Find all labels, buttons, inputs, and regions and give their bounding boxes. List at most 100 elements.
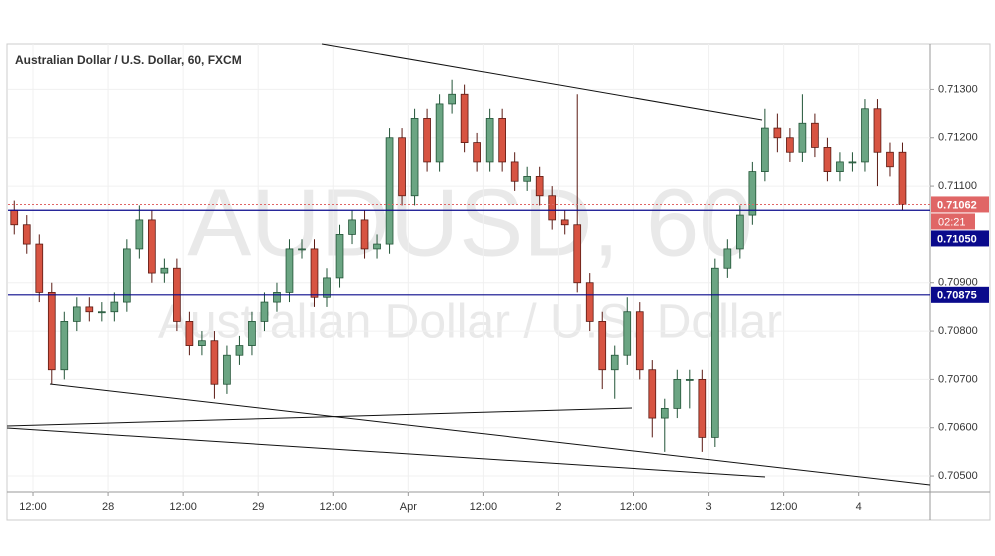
candle-body [123,248,131,303]
candle-body [698,378,707,438]
candle-body [585,282,594,322]
candle-body [635,311,644,371]
y-tick-label: 0.70700 [938,373,978,385]
x-tick-label: 12:00 [169,501,197,513]
candle-body [298,248,306,251]
candle-body [560,219,569,226]
candle-body [786,137,794,153]
candle-body [60,321,69,371]
candle-body [498,118,506,163]
x-tick-label: 29 [252,501,264,513]
trend-line [6,407,633,427]
candle-body [623,311,632,356]
x-tick-label: 4 [856,501,862,513]
candle-body [598,321,607,371]
price-label-box [931,286,989,303]
candle-body [673,378,682,409]
candle-body [185,321,194,346]
y-tick-label: 0.71200 [938,132,978,144]
candle-body [210,340,219,385]
candle-body [861,108,869,163]
candle-body [360,219,369,250]
candle-body [535,176,544,197]
candle-body [97,311,106,314]
candle-body [710,267,719,438]
candle-body [273,292,281,303]
candle-body [435,103,444,163]
candle-body [72,306,81,322]
candle-body [848,161,857,164]
x-tick-label: 3 [706,501,712,513]
x-tick-label: 2 [555,501,561,513]
candle-body [736,214,744,250]
candle-body [423,118,431,163]
candle-body [310,248,319,298]
price-label: 0.71050 [937,233,977,245]
candle-body [898,151,907,205]
trend-line [6,427,766,478]
chart-title: Australian Dollar / U.S. Dollar, 60, FXC… [15,53,242,67]
trend-line [49,383,931,486]
x-tick-label: 12:00 [319,501,347,513]
candle-body [836,161,844,172]
candle-body [348,219,356,235]
candle-body [748,171,757,216]
candle-body [460,93,469,143]
x-tick-label: 28 [102,501,114,513]
candle-body [135,219,144,250]
y-tick-label: 0.70600 [938,422,978,434]
price-label-box [931,230,989,247]
candle-body [335,234,344,279]
candle-body [773,127,782,139]
candle-body [610,354,619,371]
candle-body [160,267,169,274]
candle-body [223,354,231,385]
candle-body [323,277,331,298]
candle-body [886,151,894,168]
candle-body [873,108,882,153]
candle-body [485,118,494,163]
x-tick-label: 12:00 [470,501,498,513]
x-tick-label: 12:00 [620,501,648,513]
candle-body [47,292,56,371]
y-tick-label: 0.70800 [938,325,978,337]
chart-frame [6,43,991,521]
candle-body [285,248,294,293]
candle-body [448,93,456,105]
countdown-label: 02:21 [938,216,966,228]
candle-body [35,243,44,293]
candle-body [373,243,381,250]
candle-body [473,142,481,163]
candle-body [398,137,406,197]
candle-body [22,224,31,245]
candle-body [523,176,532,182]
candle-body [761,127,769,172]
candle-body [685,378,694,381]
y-tick-label: 0.70500 [938,470,978,482]
candle-body [548,195,557,221]
candle-body [660,407,669,419]
price-label: 0.70875 [937,290,977,302]
x-tick-label: 12:00 [19,501,47,513]
x-tick-label: Apr [400,501,417,513]
y-tick-label: 0.71300 [938,83,978,95]
watermark: AUDUSD, 60 [187,169,753,276]
price-label: 0.71062 [937,199,977,211]
candle-body [573,224,582,284]
y-tick-label: 0.70900 [938,277,978,289]
candle-body [811,122,819,148]
candle-body [823,147,832,172]
candle-body [148,219,156,274]
candle-body [260,301,269,322]
y-tick-label: 0.71100 [938,180,977,192]
candle-body [723,248,732,269]
candle-body [235,345,244,356]
trend-line [321,43,763,121]
countdown-box [931,213,975,230]
price-label-box [931,196,989,213]
candle-body [198,340,206,346]
candle-body [10,209,19,226]
candle-body [85,306,94,313]
candle-body [248,321,256,346]
